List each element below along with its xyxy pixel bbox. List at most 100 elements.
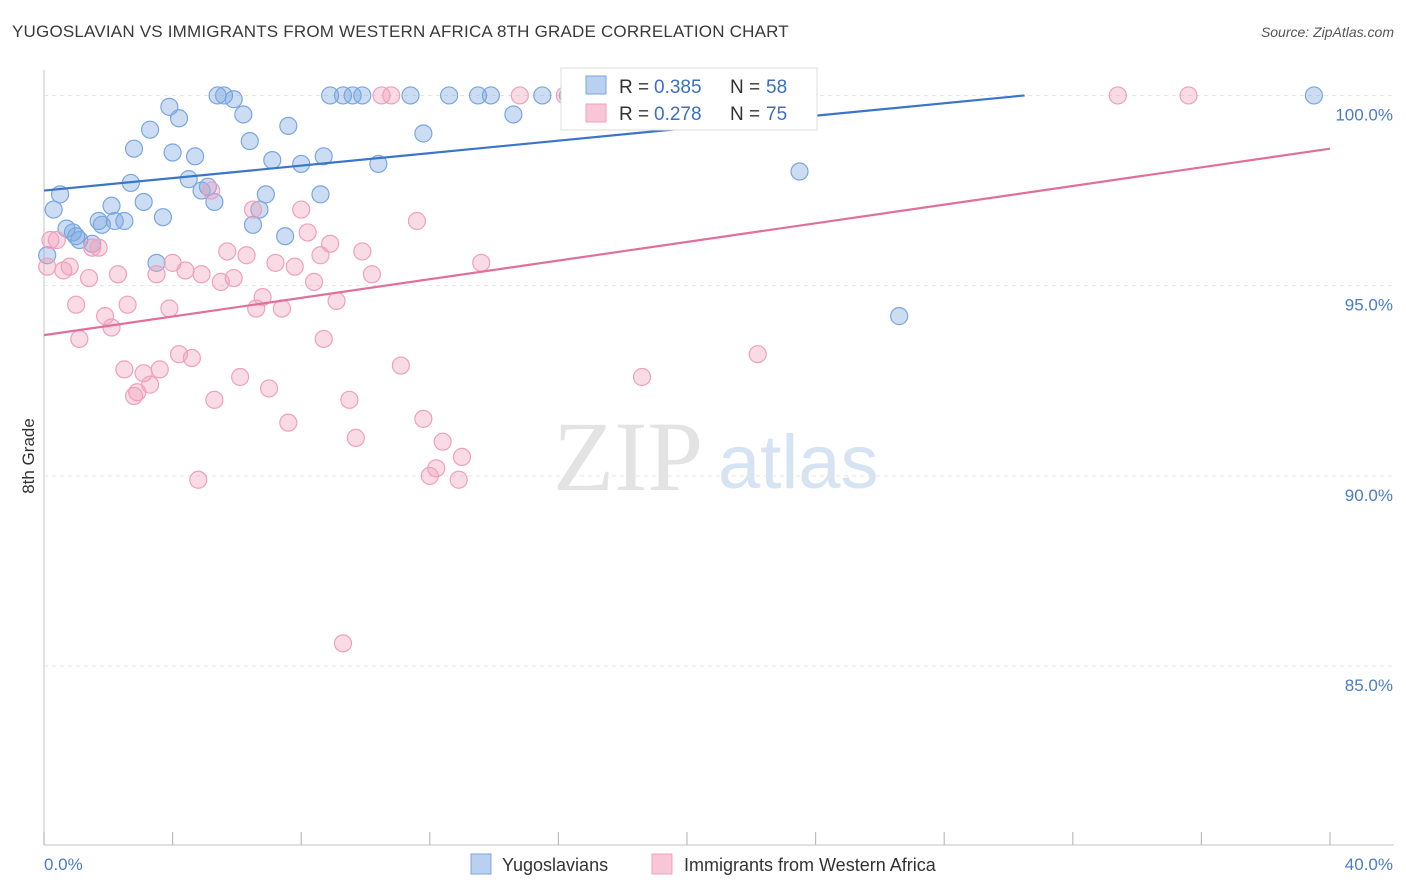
data-point <box>214 86 234 105</box>
data-point <box>321 86 340 105</box>
data-point <box>218 242 237 261</box>
data-point <box>105 211 124 231</box>
data-point <box>95 307 115 326</box>
bottom-legend: Yugoslavians Immigrants from Western Afr… <box>470 853 937 875</box>
data-point <box>243 200 263 219</box>
data-point <box>401 86 420 105</box>
x-tick-label-max: 40.0% <box>1345 855 1393 874</box>
data-point <box>240 131 259 151</box>
trend-line <box>43 94 1025 192</box>
bottom-legend-swatch-western-africa <box>651 853 673 875</box>
legend-r-label-0: R = <box>619 77 649 98</box>
data-point <box>369 154 388 174</box>
data-point <box>140 375 160 394</box>
data-point <box>304 272 324 291</box>
trend-lines <box>43 94 1331 337</box>
data-point <box>420 466 439 486</box>
data-point <box>452 447 472 467</box>
data-point <box>160 299 179 318</box>
data-point <box>510 86 529 105</box>
data-point <box>134 192 153 212</box>
data-point <box>147 265 166 284</box>
data-point <box>285 257 304 276</box>
bottom-legend-label-western-africa: Immigrants from Western Africa <box>684 855 937 875</box>
data-point <box>234 105 253 124</box>
data-point <box>192 265 211 284</box>
data-point <box>311 185 330 204</box>
data-point <box>472 253 491 272</box>
data-point <box>1108 86 1127 105</box>
data-point <box>243 215 263 234</box>
data-point <box>504 105 523 124</box>
data-point <box>102 196 121 215</box>
legend-swatch-yugoslavians <box>585 75 607 95</box>
data-point <box>314 329 333 349</box>
data-point <box>414 124 433 143</box>
data-point <box>83 238 102 257</box>
data-point <box>263 151 282 170</box>
data-point <box>333 634 353 653</box>
legend-r-label-1: R = <box>619 104 649 125</box>
data-point <box>118 295 137 314</box>
x-ticks <box>43 832 1331 845</box>
axes <box>43 70 1394 846</box>
data-point <box>407 211 427 231</box>
series-western-africa-points <box>38 86 1198 653</box>
data-point <box>327 291 346 311</box>
data-point <box>169 109 189 128</box>
source-label: Source: ZipAtlas.com <box>1260 24 1394 40</box>
series-yugoslavians-points <box>38 86 1324 326</box>
data-point <box>362 265 382 284</box>
data-point <box>468 86 488 105</box>
data-point <box>414 409 433 428</box>
data-point <box>115 360 134 379</box>
legend-r-value-1: 0.278 <box>654 104 702 125</box>
data-point <box>124 139 144 158</box>
data-point <box>150 360 169 379</box>
data-point <box>314 147 333 166</box>
bottom-legend-swatch-yugoslavians <box>470 853 492 875</box>
chart-title: YUGOSLAVIAN VS IMMIGRANTS FROM WESTERN A… <box>12 22 789 41</box>
data-point <box>79 268 99 288</box>
data-point <box>266 253 285 272</box>
data-point <box>439 86 459 105</box>
data-point <box>372 86 391 105</box>
watermark-atlas: atlas <box>718 420 879 505</box>
data-point <box>890 307 909 326</box>
bottom-legend-label-yugoslavians: Yugoslavians <box>502 855 608 875</box>
legend-r-value-0: 0.385 <box>654 77 702 98</box>
data-point <box>481 86 500 105</box>
data-point <box>44 200 63 219</box>
data-point <box>790 162 809 181</box>
data-point <box>259 379 279 398</box>
data-point <box>256 185 275 204</box>
data-point <box>47 230 66 250</box>
y-tick-label: 85.0% <box>1345 676 1393 695</box>
data-point <box>253 287 272 307</box>
trend-line <box>43 147 1331 337</box>
data-point <box>189 470 208 489</box>
data-point <box>67 295 86 314</box>
data-point <box>333 86 353 105</box>
data-point <box>1179 86 1198 105</box>
y-tick-labels: 100.0% 95.0% 90.0% 85.0% <box>1335 105 1393 695</box>
data-point <box>38 257 57 276</box>
data-point <box>279 116 298 135</box>
data-point <box>176 261 195 280</box>
data-point <box>237 246 256 265</box>
watermark: ZIP atlas <box>553 401 879 512</box>
data-point <box>382 86 401 105</box>
data-point <box>433 432 452 451</box>
watermark-zip: ZIP <box>553 401 703 512</box>
data-point <box>186 147 205 166</box>
data-point <box>353 242 372 261</box>
data-point <box>163 143 182 162</box>
data-point <box>224 90 243 109</box>
data-point <box>182 348 201 368</box>
data-point <box>115 211 134 231</box>
data-point <box>427 459 446 478</box>
data-point <box>292 200 311 219</box>
data-point <box>60 257 79 276</box>
y-tick-label: 100.0% <box>1335 105 1393 124</box>
y-axis-label: 8th Grade <box>19 418 38 494</box>
